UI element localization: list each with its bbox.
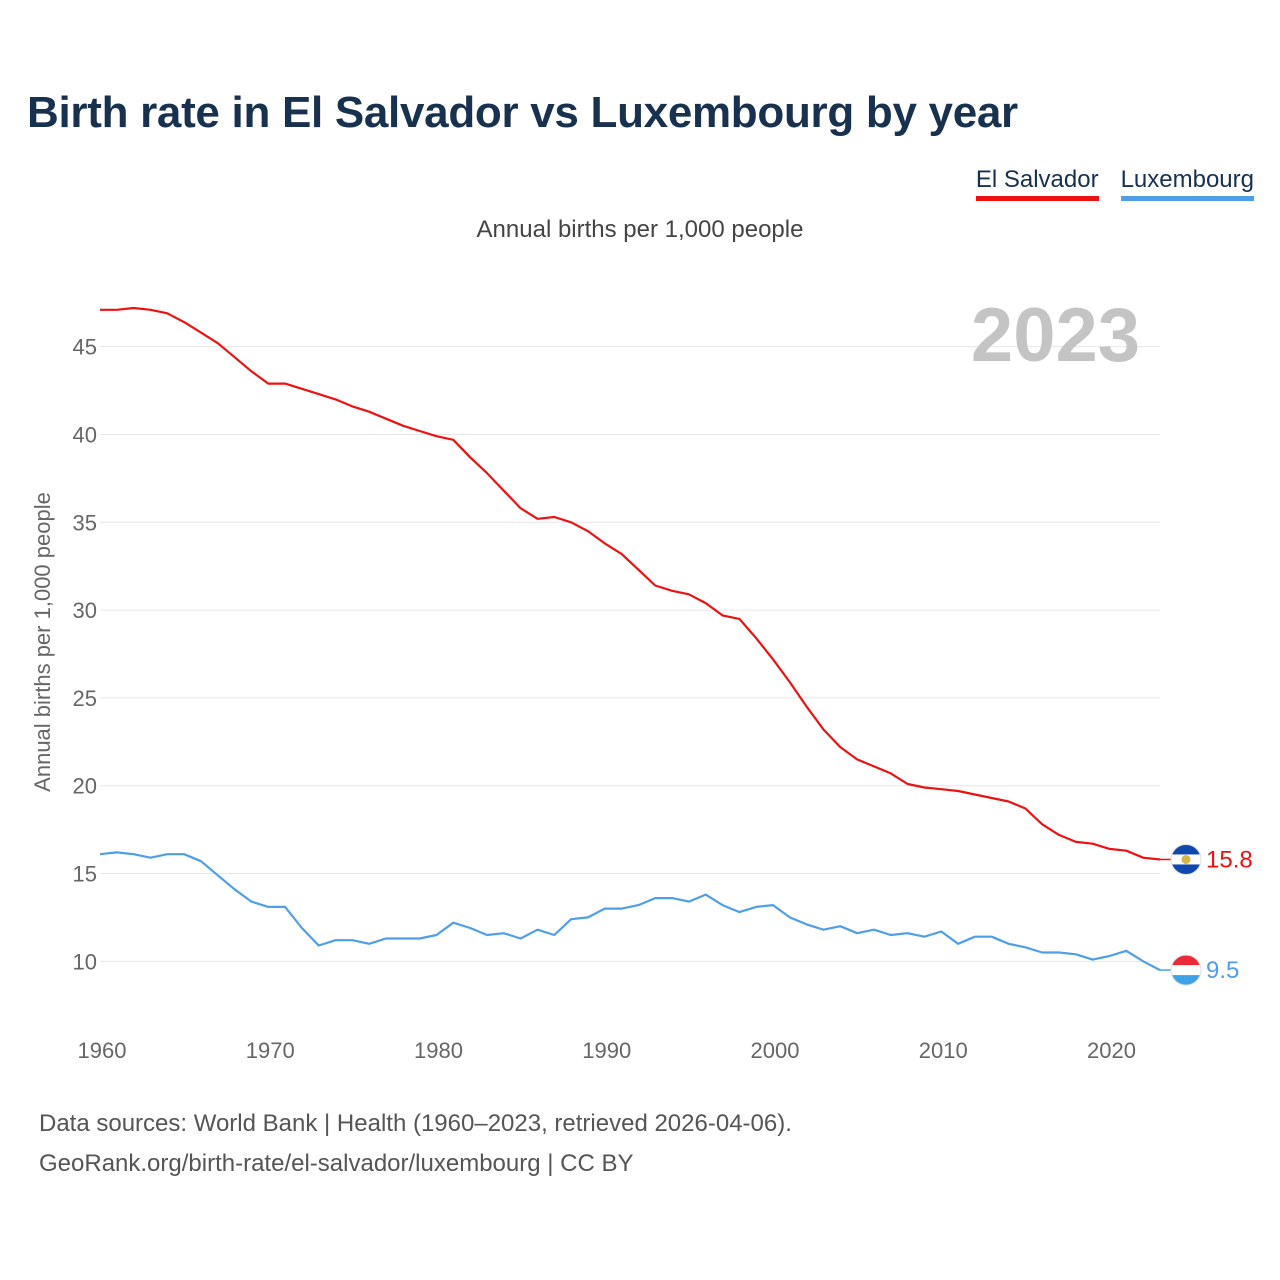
legend: El Salvador Luxembourg (975, 166, 1254, 201)
y-tick-label: 45 (73, 335, 97, 360)
legend-item-luxembourg[interactable]: Luxembourg (1120, 166, 1254, 201)
series-line-el-salvador (100, 306, 1161, 861)
y-axis-label: Annual births per 1,000 people (30, 492, 55, 792)
year-label: 2023 (971, 293, 1140, 378)
flag-emblem (1181, 854, 1191, 864)
x-tick-label: 2010 (919, 1038, 968, 1063)
chart-subtitle: Annual births per 1,000 people (476, 216, 804, 243)
data-source-note: Data sources: World Bank | Health (1960–… (39, 1104, 792, 1184)
x-axis-ticks: 1960 1970 1980 1990 2000 2010 2020 (78, 1038, 1136, 1063)
y-tick-label: 15 (73, 862, 97, 887)
y-axis-ticks: 10 15 20 25 30 35 40 45 (73, 335, 97, 975)
x-tick-label: 1960 (78, 1038, 127, 1063)
line-chart: 10 15 20 25 30 35 40 45 1960 1970 1980 1990 2000 201… (30, 293, 1253, 1063)
x-tick-label: 2020 (1087, 1038, 1136, 1063)
end-value-el-salvador: 15.8 (1206, 846, 1253, 873)
y-tick-label: 25 (73, 686, 97, 711)
gridlines (100, 346, 1160, 962)
y-tick-label: 20 (73, 774, 97, 799)
y-tick-label: 10 (73, 949, 97, 974)
el-salvador-flag-icon (1170, 843, 1202, 875)
y-tick-label: 40 (73, 422, 97, 447)
y-tick-label: 35 (73, 510, 97, 535)
chart-title: Birth rate in El Salvador vs Luxembourg … (27, 88, 1018, 137)
series-line-luxembourg (99, 851, 1161, 972)
end-value-luxembourg: 9.5 (1206, 957, 1239, 984)
source-line-1: Data sources: World Bank | Health (1960–… (39, 1110, 792, 1137)
legend-item-el-salvador[interactable]: El Salvador (975, 166, 1099, 201)
series-lines (99, 306, 1172, 972)
y-tick-label: 30 (73, 598, 97, 623)
x-tick-label: 1980 (414, 1038, 463, 1063)
x-tick-label: 1990 (582, 1038, 631, 1063)
x-tick-label: 2000 (751, 1038, 800, 1063)
x-tick-label: 1970 (246, 1038, 295, 1063)
luxembourg-flag-icon (1170, 954, 1202, 986)
source-line-2[interactable]: GeoRank.org/birth-rate/el-salvador/luxem… (39, 1150, 634, 1177)
